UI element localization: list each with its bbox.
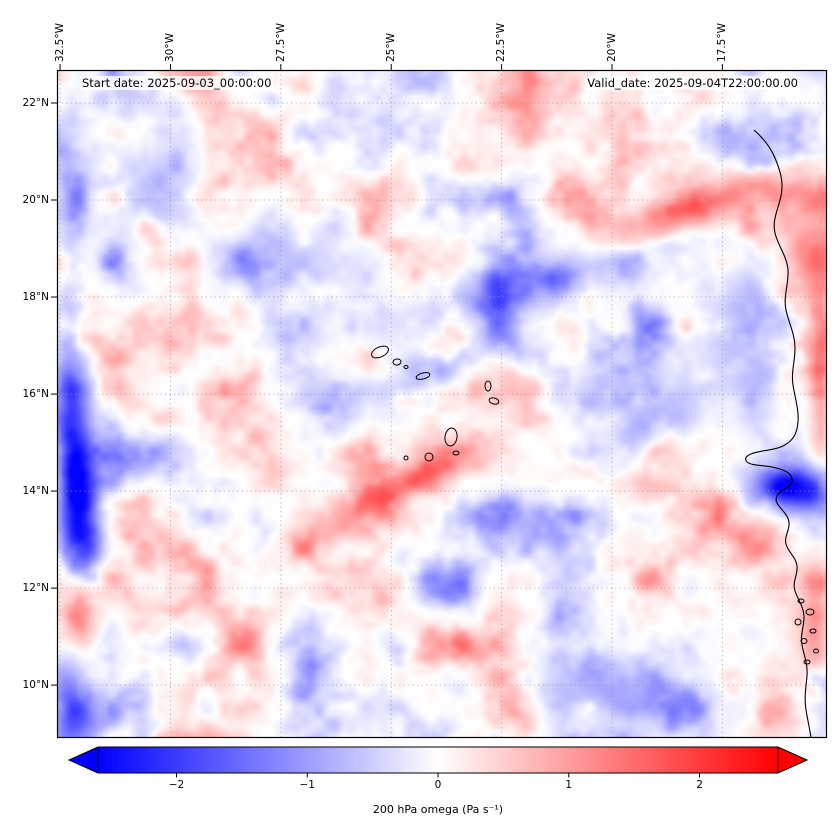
- colorbar: [68, 746, 809, 778]
- y-axis-tick-label: 20°N: [22, 194, 49, 206]
- colorbar-gradient: [98, 747, 778, 773]
- y-axis-tick-label: 10°N: [22, 679, 49, 692]
- x-axis-tick-label: 20°W: [605, 33, 618, 62]
- x-axis-tick-label: 32.5°W: [53, 22, 66, 62]
- island-outline: [813, 648, 819, 654]
- colorbar-tick-label: −2: [168, 779, 185, 791]
- y-axis-tick-label: 14°N: [22, 485, 49, 498]
- plot-clip-group: [57, 70, 827, 738]
- island-outline: [371, 345, 389, 359]
- colorbar-label: 200 hPa omega (Pa s⁻¹): [372, 803, 504, 816]
- plot-frame: [56, 69, 828, 739]
- y-axis-tick-label: 16°N: [22, 388, 49, 401]
- x-axis-tick-label: 22.5°W: [495, 22, 508, 62]
- island-outline: [488, 397, 500, 405]
- island-outline: [403, 455, 409, 461]
- colorbar-tick-label: 1: [565, 779, 573, 791]
- omega-heatmap-canvas: [57, 70, 827, 738]
- island-outline: [403, 365, 409, 369]
- island-outline: [800, 638, 808, 644]
- x-axis-tick-label: 30°W: [164, 33, 177, 62]
- island-outline: [484, 380, 492, 392]
- colorbar-right-arrow: [778, 747, 807, 773]
- island-outline: [415, 372, 431, 380]
- start-date-label: Start date: 2025-09-03_00:00:00: [80, 76, 274, 90]
- valid-date-label: Valid_date: 2025-09-04T22:00:00.00: [585, 76, 800, 90]
- y-axis-tick-label: 12°N: [22, 582, 49, 595]
- x-axis-tick-label: 25°W: [384, 33, 397, 62]
- island-outline: [424, 452, 434, 462]
- island-outline: [392, 358, 402, 366]
- island-outline: [444, 427, 458, 447]
- colorbar-tick-label: 2: [696, 779, 703, 791]
- colorbar-tick-label: −1: [299, 779, 315, 791]
- x-axis-tick-label: 27.5°W: [274, 22, 287, 62]
- coastline-west-africa: [745, 129, 812, 738]
- island-outline: [809, 628, 817, 634]
- y-axis-tick-label: 22°N: [22, 96, 49, 109]
- island-outline: [452, 450, 460, 456]
- island-outline: [797, 598, 805, 604]
- colorbar-tick-label: 0: [434, 779, 442, 791]
- y-axis-tick-label: 18°N: [22, 291, 49, 304]
- island-outline: [805, 608, 815, 616]
- x-axis-tick-label: 17.5°W: [716, 22, 729, 62]
- colorbar-left-arrow: [69, 747, 98, 773]
- island-outline: [803, 659, 811, 665]
- island-outline: [794, 618, 802, 626]
